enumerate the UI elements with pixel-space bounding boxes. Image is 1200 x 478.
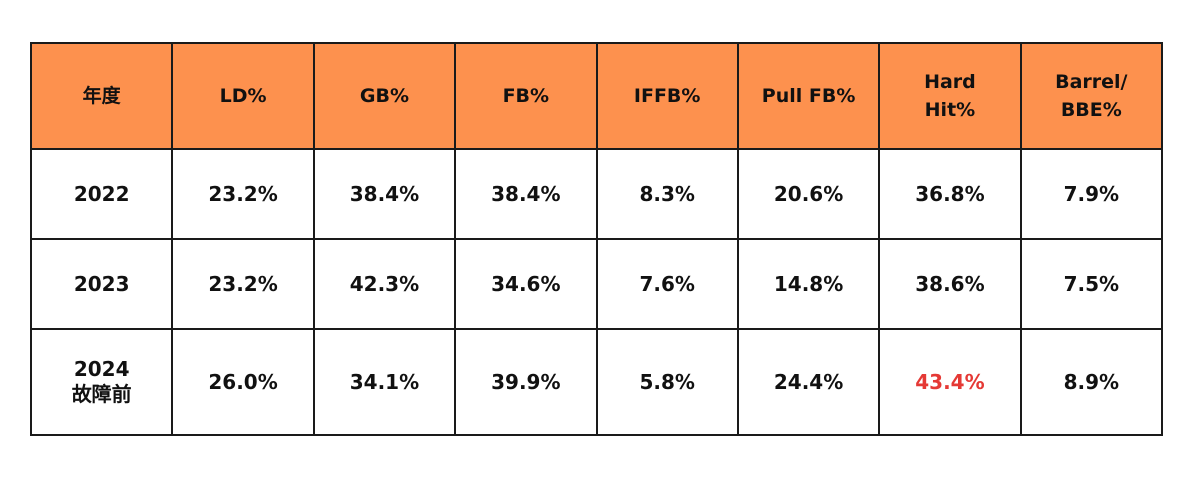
table-row: 2022 23.2% 38.4% 38.4% 8.3% 20.6% 36.8% … [29,148,1164,240]
ld-cell: 23.2% [171,148,315,240]
gb-cell: 42.3% [312,238,457,330]
header-hard-hit: Hard Hit% [878,42,1022,150]
pull-fb-cell: 20.6% [736,148,881,240]
hard-hit-cell-highlighted: 43.4% [878,328,1022,436]
year-cell: 2022 [29,148,174,240]
year-cell: 2024 故障前 [29,328,174,436]
header-iffb: IFFB% [595,42,739,150]
gb-cell: 38.4% [312,148,457,240]
header-ld: LD% [171,42,315,150]
iffb-cell: 8.3% [595,148,739,240]
barrel-bbe-cell: 7.9% [1019,148,1164,240]
fb-cell: 39.9% [454,328,598,436]
header-gb: GB% [312,42,457,150]
pull-fb-cell: 14.8% [736,238,881,330]
table-row: 2023 23.2% 42.3% 34.6% 7.6% 14.8% 38.6% … [29,238,1164,330]
fb-cell: 34.6% [454,238,598,330]
hard-hit-cell: 38.6% [878,238,1022,330]
stats-table: 年度 LD% GB% FB% IFFB% Pull FB% Hard Hit% [29,42,1164,436]
barrel-bbe-cell: 7.5% [1019,238,1164,330]
hard-hit-cell: 36.8% [878,148,1022,240]
header-row: 年度 LD% GB% FB% IFFB% Pull FB% Hard Hit% [29,42,1164,150]
pull-fb-cell: 24.4% [736,328,881,436]
gb-cell: 34.1% [312,328,457,436]
barrel-bbe-cell: 8.9% [1019,328,1164,436]
ld-cell: 23.2% [171,238,315,330]
ld-cell: 26.0% [171,328,315,436]
iffb-cell: 7.6% [595,238,739,330]
table-row: 2024 故障前 26.0% 34.1% 39.9% 5.8% 24.4% 43… [29,328,1164,436]
year-cell: 2023 [29,238,174,330]
header-year: 年度 [29,42,174,150]
iffb-cell: 5.8% [595,328,739,436]
header-fb: FB% [454,42,598,150]
header-barrel-bbe: Barrel/ BBE% [1019,42,1164,150]
header-pull-fb: Pull FB% [736,42,881,150]
fb-cell: 38.4% [454,148,598,240]
